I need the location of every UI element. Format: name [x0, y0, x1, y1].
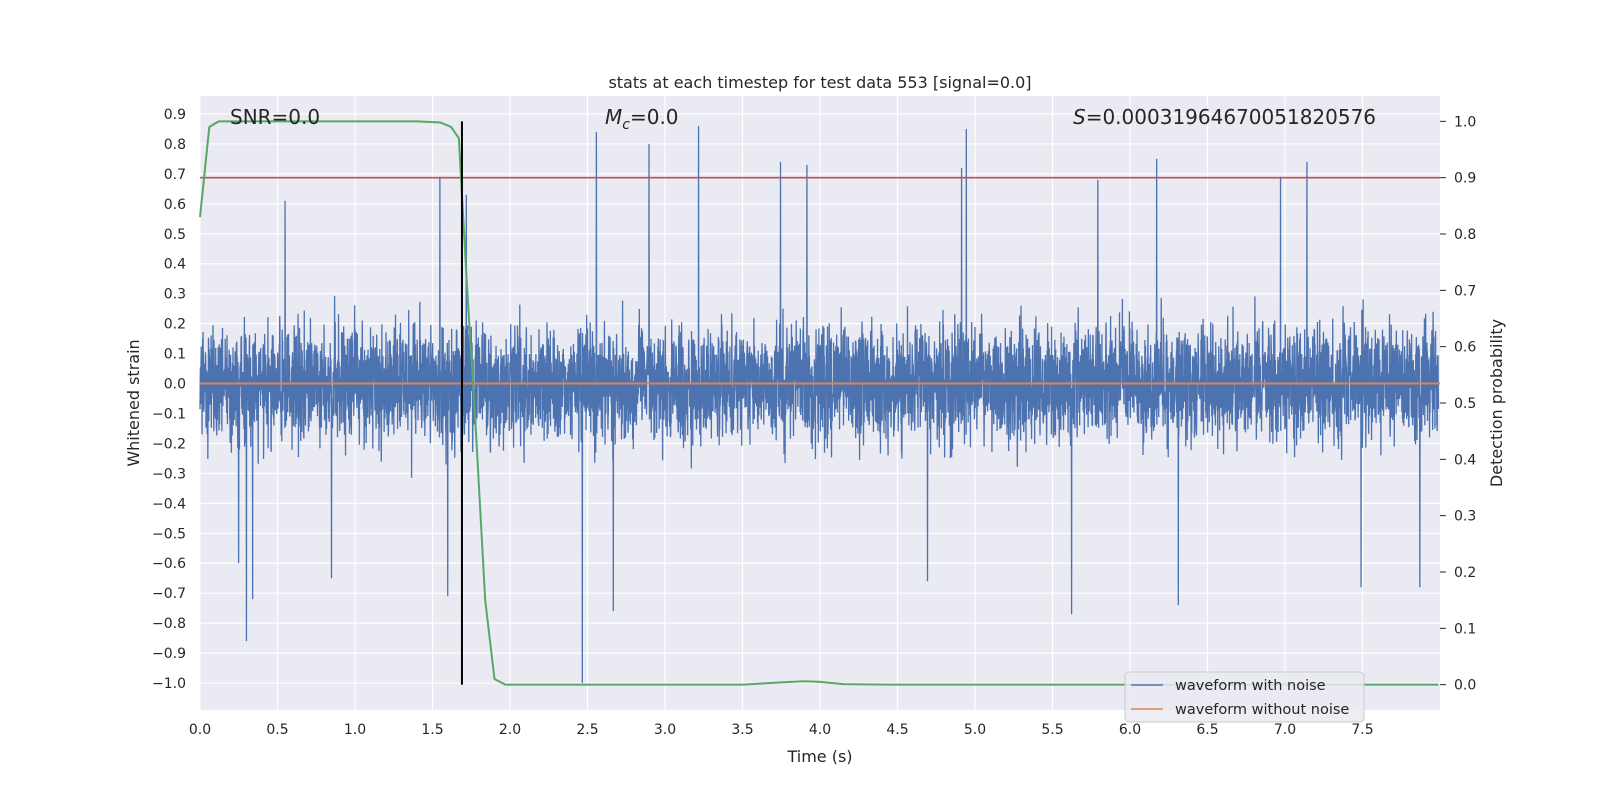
- s-value: =0.00031964670051820576: [1086, 105, 1376, 129]
- legend-label-clean: waveform without noise: [1175, 702, 1349, 718]
- x-tick-label: 1.0: [344, 722, 366, 738]
- x-axis-ticks: 0.0 0.5 1.0 1.5 2.0 2.5 3.0 3.5 4.0 4.5 5.0 5.5 6.0 6…: [189, 722, 1374, 738]
- y-tick-label: −1.0: [152, 676, 186, 692]
- y-axis-ticks: 0.9 0.8 0.7 0.6 0.5 0.4 0.3 0.2 0.1 0.0 −0.1 −0.2 −0…: [152, 107, 186, 692]
- x-tick-label: 4.0: [809, 722, 831, 738]
- y-tick-label: −0.6: [152, 556, 186, 572]
- y2-tick-label: 0.8: [1454, 227, 1476, 243]
- detection-probability-series: [199, 120, 1439, 686]
- y-tick-label: 0.6: [164, 197, 186, 213]
- chirp-mass-value: =0.0: [630, 105, 679, 129]
- probability-line: [199, 120, 1439, 686]
- y-tick-label: −0.5: [152, 526, 186, 542]
- y-tick-label: 0.1: [164, 347, 186, 363]
- y-tick-label: 0.0: [164, 377, 186, 393]
- y-tick-label: −0.4: [152, 496, 186, 512]
- x-tick-label: 5.0: [964, 722, 986, 738]
- y-tick-label: 0.4: [164, 257, 186, 273]
- legend: waveform with noise waveform without noi…: [1124, 671, 1365, 723]
- x-tick-label: 6.5: [1196, 722, 1218, 738]
- x-tick-label: 3.0: [654, 722, 676, 738]
- x-tick-label: 4.5: [886, 722, 908, 738]
- x-tick-label: 1.5: [421, 722, 443, 738]
- legend-label-noise: waveform with noise: [1175, 678, 1326, 694]
- y-tick-label: 0.8: [164, 137, 186, 153]
- y2-tick-label: 0.1: [1454, 621, 1476, 637]
- x-tick-label: 7.5: [1351, 722, 1373, 738]
- y-tick-label: 0.9: [164, 107, 186, 123]
- x-tick-label: 5.5: [1041, 722, 1063, 738]
- y-tick-label: −0.8: [152, 616, 186, 632]
- y-tick-label: −0.7: [152, 586, 186, 602]
- y-tick-label: 0.5: [164, 227, 186, 243]
- y2-tick-label: 0.6: [1454, 340, 1476, 356]
- x-tick-label: 0.5: [266, 722, 288, 738]
- snr-annotation: SNR=0.0: [230, 105, 320, 129]
- x-tick-label: 2.5: [576, 722, 598, 738]
- chirp-mass-annotation: Mc=0.0: [605, 105, 679, 133]
- chart-title: stats at each timestep for test data 553…: [608, 73, 1031, 92]
- x-axis-label: Time (s): [786, 747, 852, 766]
- y2-tick-label: 0.0: [1454, 678, 1476, 694]
- legend-box: [1124, 671, 1365, 723]
- chirp-mass-symbol: M: [605, 105, 622, 129]
- y2-tick-label: 0.4: [1454, 452, 1476, 468]
- y-axis-label: Whitened strain: [124, 339, 143, 466]
- y-tick-label: −0.1: [152, 406, 186, 422]
- s-symbol: S: [1073, 105, 1086, 129]
- y2-tick-label: 0.5: [1454, 396, 1476, 412]
- y-tick-label: −0.2: [152, 436, 186, 452]
- chirp-mass-subscript: c: [622, 117, 630, 133]
- x-tick-label: 6.0: [1119, 722, 1141, 738]
- x-tick-label: 2.0: [499, 722, 521, 738]
- y2-tick-label: 0.3: [1454, 509, 1476, 525]
- x-tick-label: 3.5: [731, 722, 753, 738]
- y-tick-label: 0.2: [164, 317, 186, 333]
- s-annotation: S=0.00031964670051820576: [1073, 105, 1376, 129]
- y2-tick-label: 0.9: [1454, 171, 1476, 187]
- y2-tick-label: 0.2: [1454, 565, 1476, 581]
- y-tick-label: 0.3: [164, 287, 186, 303]
- x-tick-label: 0.0: [189, 722, 211, 738]
- x-tick-label: 7.0: [1274, 722, 1296, 738]
- y2-tick-label: 1.0: [1454, 114, 1476, 130]
- y-tick-label: 0.7: [164, 167, 186, 183]
- y2-tick-label: 0.7: [1454, 283, 1476, 299]
- y-tick-label: −0.9: [152, 646, 186, 662]
- y-tick-label: −0.3: [152, 466, 186, 482]
- y2-axis-ticks: 1.0 0.9 0.8 0.7 0.6 0.5 0.4 0.3 0.2 0.1 0.0: [1440, 114, 1476, 694]
- y2-axis-label: Detection probability: [1487, 319, 1506, 487]
